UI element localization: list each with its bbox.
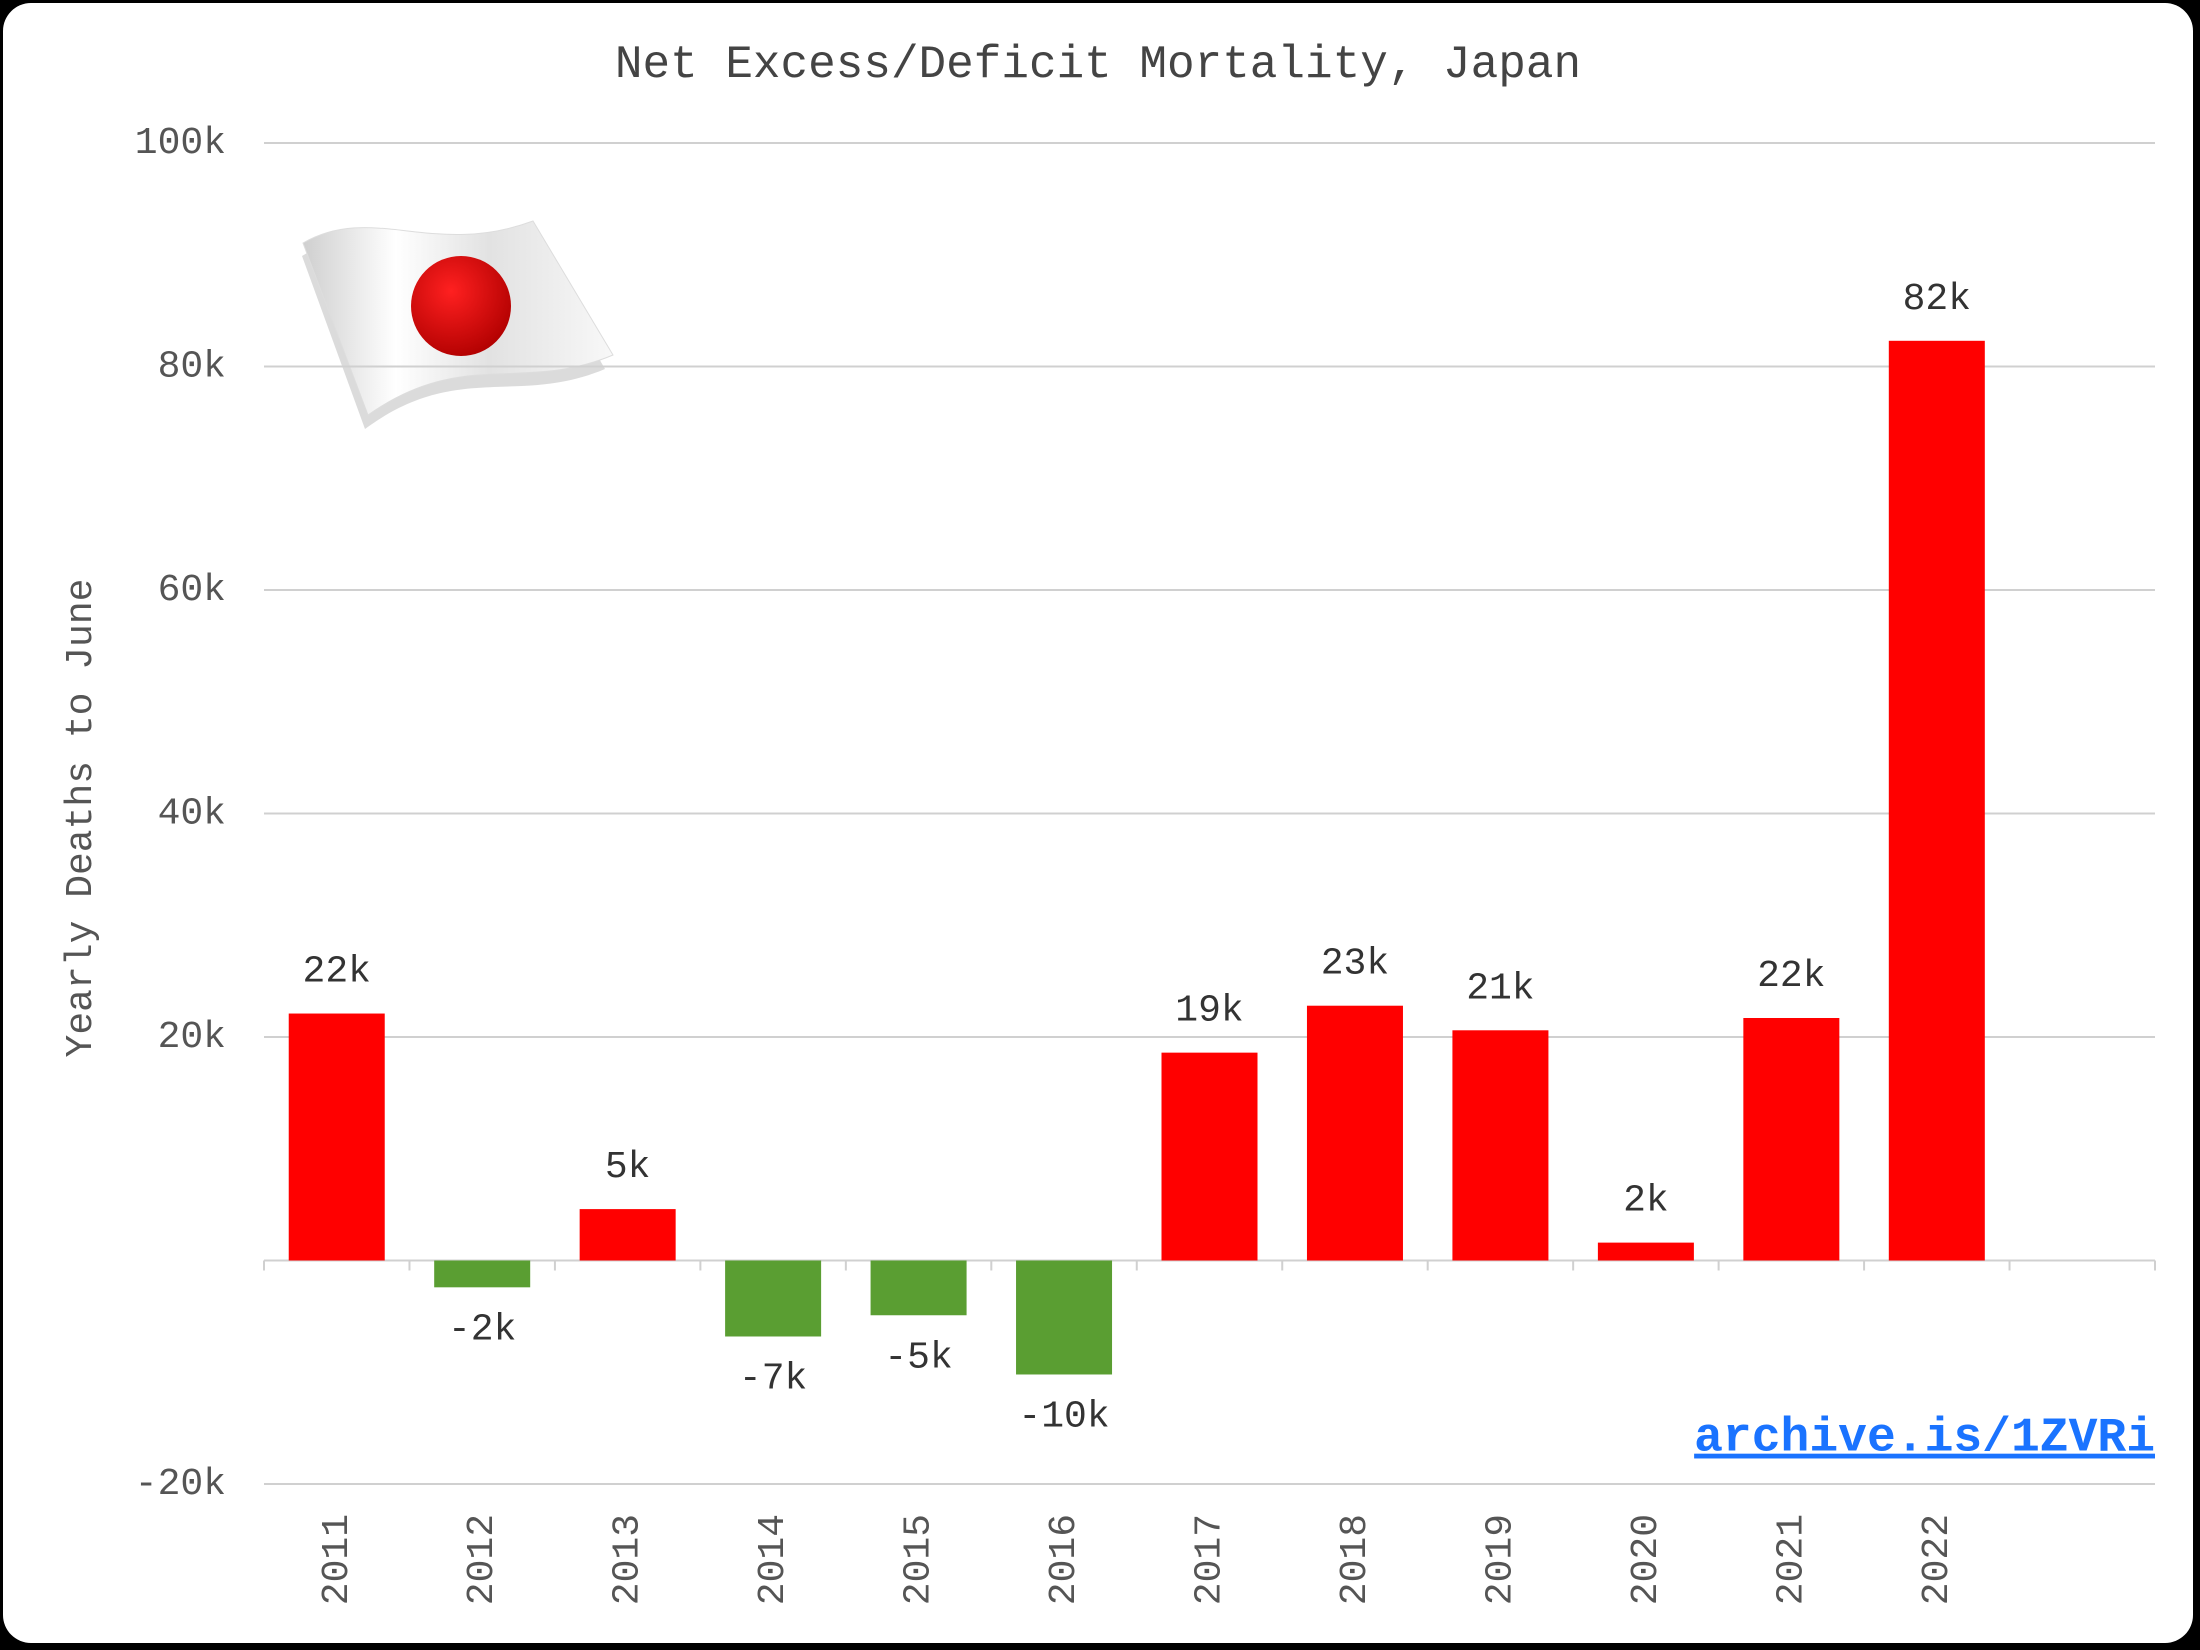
bar	[434, 1260, 531, 1288]
y-tick-label: 100k	[135, 122, 226, 165]
x-tick-label: 2021	[1770, 1514, 1813, 1605]
value-label: -7k	[739, 1358, 807, 1401]
source-link: archive.is/1ZVRi	[1694, 1412, 2155, 1466]
bar	[870, 1260, 967, 1316]
x-tick-label: 2022	[1916, 1514, 1959, 1605]
value-label: 21k	[1466, 967, 1534, 1010]
value-label: 82k	[1903, 278, 1971, 321]
y-tick-label: 40k	[158, 793, 226, 836]
bar	[1306, 1005, 1403, 1261]
x-tick-label: 2017	[1189, 1514, 1232, 1605]
x-tick-label: 2013	[607, 1514, 650, 1605]
x-tick-label: 2019	[1479, 1514, 1522, 1605]
value-label: -10k	[1018, 1396, 1109, 1439]
value-label: 22k	[303, 951, 371, 994]
x-tick-label: 2012	[461, 1514, 504, 1605]
bar	[579, 1209, 676, 1261]
x-tick-label: 2015	[898, 1514, 941, 1605]
bar	[1452, 1030, 1549, 1261]
bar	[725, 1260, 822, 1337]
y-tick-label: 80k	[158, 346, 226, 389]
x-tick-label: 2014	[752, 1514, 795, 1605]
bar	[288, 1013, 385, 1261]
card: Net Excess/Deficit Mortality, Japan Year…	[3, 3, 2193, 1643]
bar	[1888, 340, 1985, 1261]
value-label: 5k	[605, 1146, 651, 1189]
value-label: 2k	[1623, 1180, 1669, 1223]
bar	[1016, 1260, 1113, 1375]
value-label: 22k	[1757, 955, 1825, 998]
chart-title: Net Excess/Deficit Mortality, Japan	[615, 39, 1581, 91]
bar	[1597, 1242, 1694, 1261]
x-tick-label: 2020	[1625, 1514, 1668, 1605]
flag-icon	[302, 220, 614, 429]
value-label: 23k	[1321, 943, 1389, 986]
value-label: 19k	[1175, 990, 1243, 1033]
y-tick-label: -20k	[135, 1463, 226, 1506]
value-label: -5k	[884, 1336, 952, 1379]
bar	[1161, 1052, 1258, 1261]
x-tick-label: 2016	[1043, 1514, 1086, 1605]
y-tick-label: 20k	[158, 1016, 226, 1059]
x-tick-label: 2011	[316, 1514, 359, 1605]
y-axis-label: Yearly Deaths to June	[60, 579, 103, 1058]
y-tick-label: 60k	[158, 569, 226, 612]
value-label: -2k	[448, 1308, 516, 1351]
bar	[1743, 1018, 1840, 1261]
chart: Net Excess/Deficit Mortality, Japan Year…	[60, 39, 2156, 1605]
x-tick-label: 2018	[1334, 1514, 1377, 1605]
